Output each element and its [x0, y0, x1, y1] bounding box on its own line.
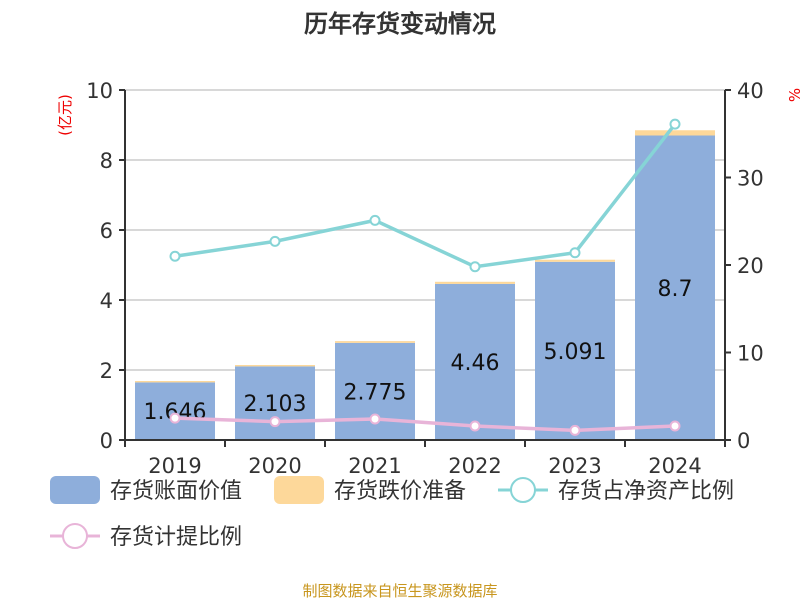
y-tick-label: 2 [100, 359, 113, 383]
bar-value-label: 4.46 [451, 351, 500, 376]
bar-value-label: 2.775 [344, 380, 407, 405]
line-point [169, 250, 181, 262]
bar-book-value [535, 261, 615, 440]
y-tick-label: 6 [100, 219, 113, 243]
line-point [269, 235, 281, 247]
y-axis-label: (亿元) [56, 94, 74, 136]
bar-value-label: 8.7 [658, 277, 693, 302]
bar-impairment [535, 259, 615, 262]
bar-impairment [335, 341, 415, 343]
bar-book-value [235, 366, 315, 440]
y-right-tick-label: 30 [737, 167, 764, 191]
line-point [369, 413, 381, 425]
line-point [269, 416, 281, 428]
x-tick-label: 2024 [648, 454, 701, 478]
y-right-tick-label: 40 [737, 79, 764, 103]
line-point [669, 420, 681, 432]
x-tick-label: 2023 [548, 454, 601, 478]
legend-swatch [50, 476, 100, 504]
bar-value-label: 5.091 [544, 340, 607, 365]
y-tick-label: 8 [100, 149, 113, 173]
line-point [569, 424, 581, 436]
y-right-tick-label: 10 [737, 342, 764, 366]
bar-book-value [435, 283, 515, 440]
bar-value-label: 2.103 [244, 392, 307, 417]
line-point [369, 214, 381, 226]
bar-impairment [635, 130, 715, 136]
y-tick-label: 0 [100, 429, 113, 453]
series-line-2 [174, 416, 676, 433]
line-point [669, 118, 681, 130]
y-right-tick-label: 20 [737, 254, 764, 278]
x-tick-label: 2020 [248, 454, 301, 478]
legend-label: 存货账面价值 [110, 479, 242, 504]
line-point [169, 412, 181, 424]
bar-book-value [135, 382, 215, 440]
chart-title: 历年存货变动情况 [304, 10, 496, 38]
x-tick-label: 2019 [148, 454, 201, 478]
legend-marker [62, 523, 88, 549]
bar-impairment [235, 364, 315, 367]
legend-swatch [274, 476, 324, 504]
source-footer: 制图数据来自恒生聚源数据库 [302, 582, 497, 600]
y-right-tick-label: 0 [737, 429, 750, 453]
bar-book-value [635, 135, 715, 440]
y-axis-right-label: % [786, 88, 800, 102]
series-line-1 [174, 123, 677, 269]
line-point [569, 247, 581, 259]
legend-label: 存货计提比例 [110, 525, 242, 550]
line-point [469, 420, 481, 432]
legend-label: 存货跌价准备 [334, 479, 466, 504]
y-tick-label: 4 [100, 289, 113, 313]
x-tick-label: 2022 [448, 454, 501, 478]
legend-marker [510, 477, 536, 503]
x-tick-label: 2021 [348, 454, 401, 478]
y-tick-label: 10 [86, 79, 113, 103]
legend-label: 存货占净资产比例 [558, 479, 734, 504]
bar-impairment [135, 380, 215, 383]
line-point [469, 261, 481, 273]
bar-impairment [435, 281, 515, 284]
